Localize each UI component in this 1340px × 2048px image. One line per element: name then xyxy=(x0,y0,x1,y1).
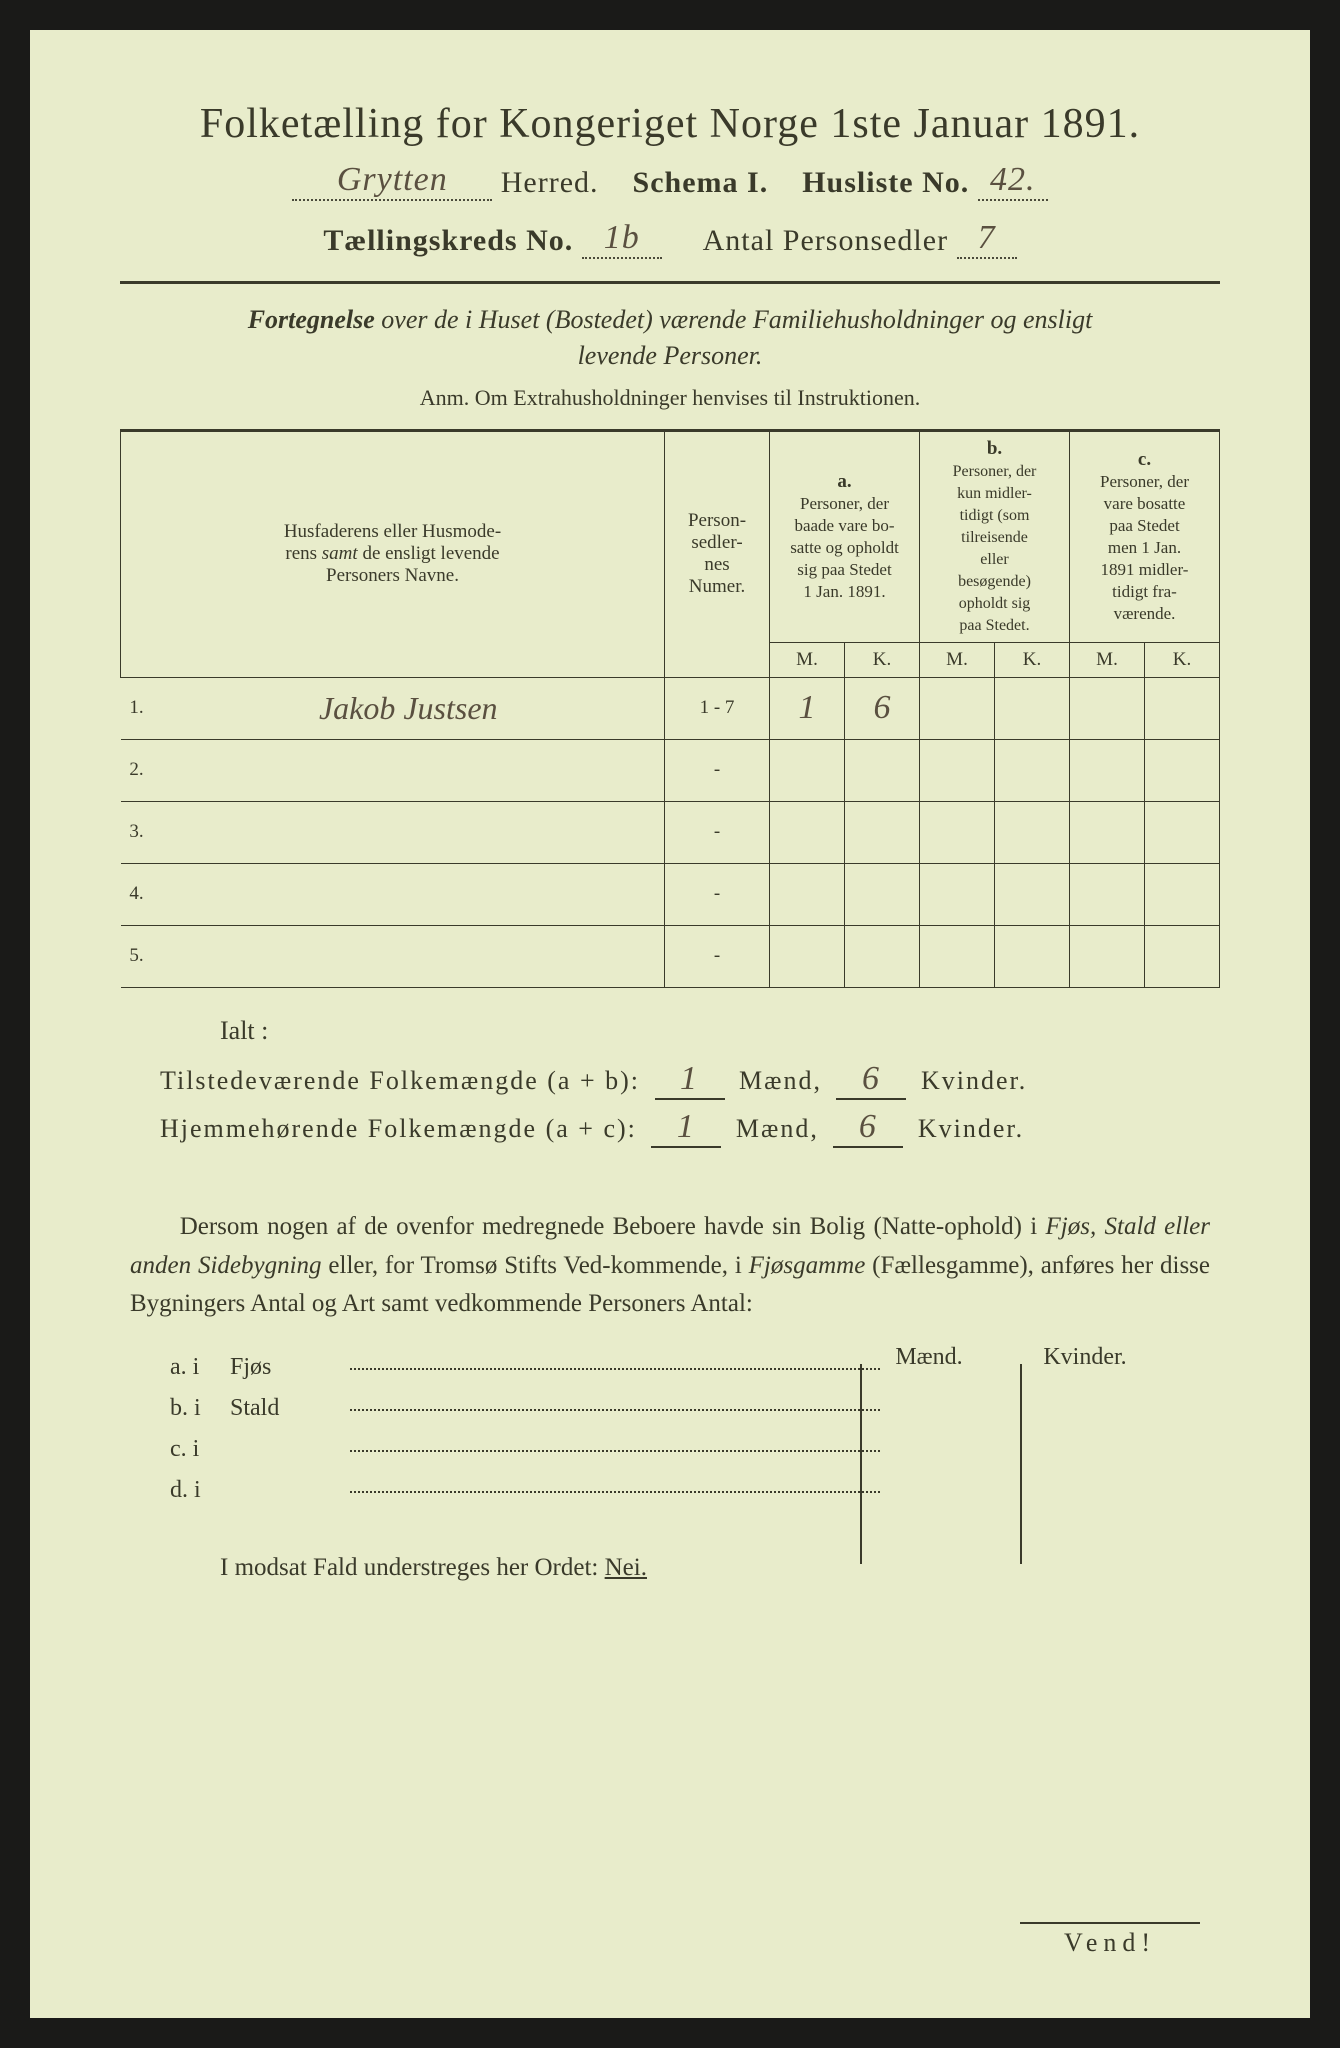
building-row: d. i xyxy=(170,1477,1220,1504)
header-line-3: Tællingskreds No. 1b Antal Personsedler … xyxy=(120,221,1220,261)
kreds-value: 1b xyxy=(604,219,640,256)
total-line-1: Tilstedeværende Folkemængde (a + b): 1 M… xyxy=(160,1060,1220,1100)
buildings-head: Mænd. Kvinder. xyxy=(854,1344,1160,1371)
col-c-header: c. Personer, dervare bosattepaa Stedetme… xyxy=(1070,431,1220,642)
nei-line: I modsat Fald understreges her Ordet: Ne… xyxy=(220,1554,1220,1582)
m-header: M. xyxy=(1070,642,1145,677)
vend-label: Vend! xyxy=(1020,1922,1200,1958)
col-num-header: Person-sedler-nesNumer. xyxy=(665,431,770,677)
col-b-header: b. Personer, derkun midler-tidigt (somti… xyxy=(920,431,1070,642)
total-line-2: Hjemmehørende Folkemængde (a + c): 1 Mæn… xyxy=(160,1108,1220,1148)
buildings-paragraph: Dersom nogen af de ovenfor medregnede Be… xyxy=(130,1208,1210,1324)
herred-value: Grytten xyxy=(337,161,448,198)
building-row: c. i xyxy=(170,1436,1220,1463)
k-header: K. xyxy=(1145,642,1220,677)
table-row: 3. - xyxy=(121,801,1220,863)
m-header: M. xyxy=(920,642,995,677)
census-table: Husfaderens eller Husmode-rens samt de e… xyxy=(120,431,1220,988)
census-form-page: Folketælling for Kongeriget Norge 1ste J… xyxy=(30,30,1310,2018)
subtitle: Fortegnelse Fortegnelse over de i Huset … xyxy=(210,302,1130,375)
table-row: 1. Jakob Justsen 1 - 7 1 6 xyxy=(121,677,1220,739)
table-row: 5. - xyxy=(121,925,1220,987)
m-header: M. xyxy=(770,642,845,677)
herred-label: Herred. xyxy=(501,166,599,199)
col-a-header: a. Personer, derbaade vare bo-satte og o… xyxy=(770,431,920,642)
k-header: K. xyxy=(995,642,1070,677)
personsedler-value: 7 xyxy=(978,219,996,256)
husliste-value: 42. xyxy=(990,161,1036,198)
page-title: Folketælling for Kongeriget Norge 1ste J… xyxy=(120,100,1220,148)
k-header: K. xyxy=(845,642,920,677)
building-row: b. i Stald xyxy=(170,1395,1220,1422)
schema-label: Schema I. xyxy=(633,166,769,199)
person-name: Jakob Justsen xyxy=(319,690,498,726)
table-row: 4. - xyxy=(121,863,1220,925)
anm-note: Anm. Om Extrahusholdninger henvises til … xyxy=(120,385,1220,411)
header-line-2: Grytten Herred. Schema I. Husliste No. 4… xyxy=(120,163,1220,203)
buildings-section: Mænd. Kvinder. a. i Fjøs b. i Stald c. i… xyxy=(170,1354,1220,1504)
personsedler-label: Antal Personsedler xyxy=(703,224,948,257)
kreds-label: Tællingskreds No. xyxy=(323,224,573,257)
husliste-label: Husliste No. xyxy=(802,166,969,199)
divider xyxy=(120,281,1220,284)
ialt-label: Ialt : xyxy=(220,1016,1220,1046)
table-row: 2. - xyxy=(121,739,1220,801)
col-name-header: Husfaderens eller Husmode-rens samt de e… xyxy=(121,431,665,677)
